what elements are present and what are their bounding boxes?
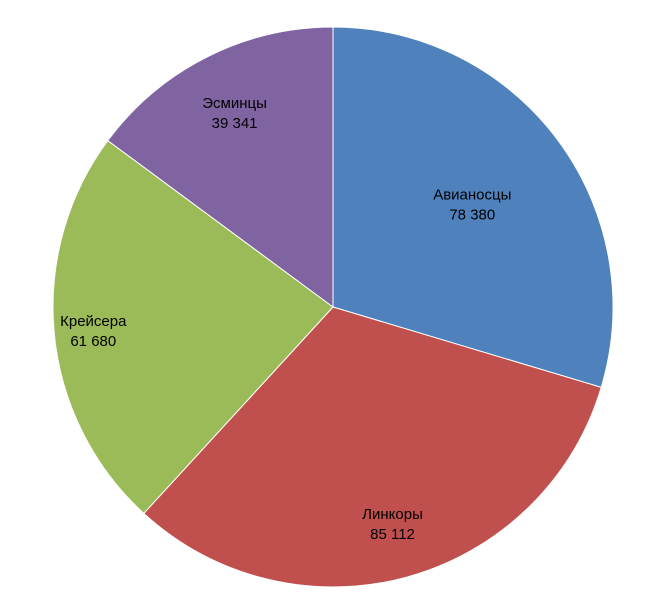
slice-label-3: Крейсера — [60, 313, 127, 330]
pie-slice-3 — [52, 139, 334, 515]
pie-slice-1 — [332, 26, 614, 388]
labels-layer: Авианосцы 78 380 Линкоры 85 112 Крейсера 61 6… — [60, 95, 511, 543]
slice-label-2: Линкоры — [362, 506, 423, 523]
slice-value-label-1: 78 380 — [449, 206, 495, 223]
slices-layer — [52, 26, 614, 588]
slice-value-label-3: 61 680 — [70, 333, 116, 350]
slice-label-1: Авианосцы — [433, 186, 511, 203]
slice-value-label-4: 39 341 — [212, 115, 258, 132]
slice-value-label-2: 85 112 — [370, 526, 415, 543]
pie-slice-2 — [143, 306, 602, 588]
pie-slice-4 — [107, 26, 334, 308]
slice-label-4: Эсминцы — [202, 95, 267, 112]
